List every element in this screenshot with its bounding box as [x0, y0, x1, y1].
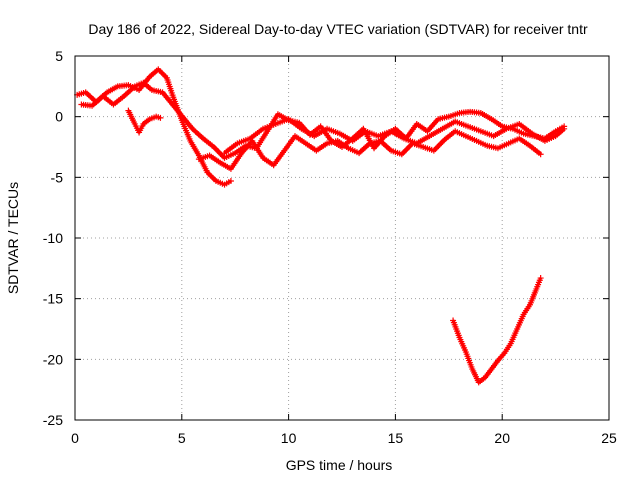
series-track-d: [195, 128, 544, 172]
chart-title: Day 186 of 2022, Sidereal Day-to-day VTE…: [88, 21, 588, 37]
y-tick-label: -20: [43, 351, 63, 367]
x-axis-label: GPS time / hours: [286, 457, 393, 473]
x-tick-label: 20: [494, 430, 510, 446]
x-tick-label: 15: [388, 430, 404, 446]
data-point: [561, 125, 568, 132]
x-tick-label: 25: [601, 430, 617, 446]
data-series: [74, 66, 568, 386]
series-track-f: [450, 275, 544, 386]
data-point: [157, 114, 164, 121]
x-tick-label: 0: [71, 430, 79, 446]
series-track-e: [221, 116, 568, 157]
axes: 0 5 10 15 20 25 5 0 -5 -10 -15 -20 -25: [43, 48, 617, 446]
data-point: [537, 151, 544, 158]
y-axis-label: SDTVAR / TECUs: [5, 182, 21, 294]
y-tick-label: 5: [55, 48, 63, 64]
y-tick-label: -25: [43, 412, 63, 428]
data-point: [537, 275, 544, 282]
y-tick-label: 0: [55, 109, 63, 125]
series-track-c: [125, 107, 164, 136]
y-tick-label: -10: [43, 230, 63, 246]
x-tick-label: 5: [178, 430, 186, 446]
data-point: [227, 177, 234, 184]
x-tick-label: 10: [281, 430, 297, 446]
y-tick-label: -15: [43, 291, 63, 307]
y-tick-label: -5: [51, 169, 64, 185]
